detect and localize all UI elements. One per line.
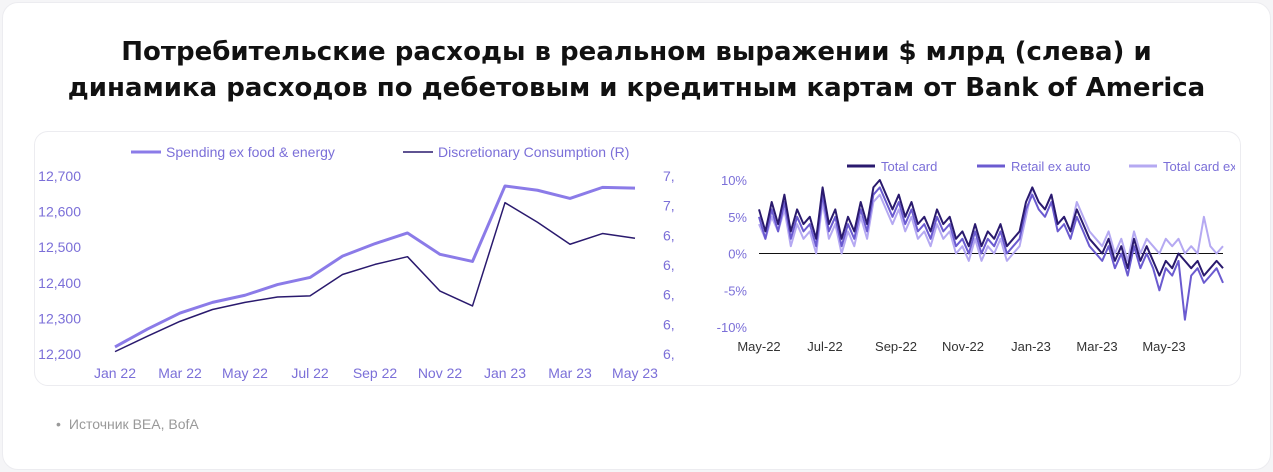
x-axis-tick: Jul-22 (807, 339, 842, 354)
series-line-total-card (758, 179, 1224, 277)
x-axis-tick: Jan 22 (94, 365, 136, 381)
x-axis-tick: Nov-22 (942, 339, 984, 354)
right-axis-tick: 7,050 (663, 168, 675, 184)
title-line-2: динамика расходов по дебетовым и кредитн… (67, 73, 1206, 103)
source-text: Источник BEA, BofA (68, 416, 199, 432)
x-axis-tick: May 22 (222, 365, 268, 381)
x-axis-tick: Nov 22 (418, 365, 463, 381)
x-axis-tick: Mar-23 (1076, 339, 1117, 354)
series-line-spending (114, 184, 636, 349)
legend-label-retail-ex-auto: Retail ex auto (1011, 159, 1091, 174)
right-axis-tick: 7,000 (663, 198, 675, 214)
source-note: • Источник BEA, BofA (56, 416, 199, 432)
y-axis-tick: -10% (717, 320, 748, 335)
legend-label-total-card: Total card (881, 159, 937, 174)
x-axis-tick: May-22 (737, 339, 780, 354)
x-axis-tick: Mar 22 (158, 365, 202, 381)
x-axis-tick: Sep 22 (353, 365, 398, 381)
chart-spending: 12,200 12,300 12,400 12,500 12,600 12,700 6,75… (38, 144, 675, 381)
legend-label-total-card-ex-gas: Total card ex gas (1163, 159, 1235, 174)
left-axis-tick: 12,500 (38, 239, 81, 255)
x-axis-tick: Sep-22 (875, 339, 917, 354)
series-line-retail-ex-auto (758, 186, 1224, 321)
x-axis-tick: Jul 22 (291, 365, 329, 381)
left-axis-tick: 12,300 (38, 310, 81, 326)
x-axis-tick: May-23 (1142, 339, 1185, 354)
legend-label-discretionary: Discretionary Consumption (R) (438, 144, 629, 160)
series-line-total-card-ex-gas (758, 186, 1224, 262)
x-axis-tick: May 23 (612, 365, 658, 381)
y-axis-tick: 5% (728, 210, 747, 225)
right-axis-tick: 6,850 (663, 287, 675, 303)
series-line-discretionary (114, 201, 636, 353)
left-axis-tick: 12,400 (38, 275, 81, 291)
y-axis-tick: 0% (728, 247, 747, 262)
left-axis-tick: 12,700 (38, 168, 81, 184)
page-title: Потребительские расходы в реальном выраж… (0, 34, 1273, 106)
right-axis-tick: 6,750 (663, 346, 675, 362)
x-axis-tick: Mar 23 (548, 365, 592, 381)
left-axis-tick: 12,200 (38, 346, 81, 362)
legend-label-spending: Spending ex food & energy (166, 144, 335, 160)
right-axis-tick: 6,800 (663, 316, 675, 332)
y-axis-tick: -5% (724, 283, 748, 298)
chart-panel: 12,200 12,300 12,400 12,500 12,600 12,700 6,75… (34, 131, 1241, 386)
right-axis-tick: 6,900 (663, 257, 675, 273)
bullet-icon: • (56, 416, 61, 432)
title-line-1: Потребительские расходы в реальном выраж… (121, 37, 1152, 67)
chart-card-spending: 10% 5% 0% -5% -10% May-22 Jul-22 Sep-22 Nov-22 Ja… (717, 159, 1235, 354)
left-axis-tick: 12,600 (38, 204, 81, 220)
y-axis-tick: 10% (721, 173, 747, 188)
x-axis-tick: Jan-23 (1011, 339, 1051, 354)
right-axis-tick: 6,950 (663, 227, 675, 243)
x-axis-tick: Jan 23 (484, 365, 526, 381)
